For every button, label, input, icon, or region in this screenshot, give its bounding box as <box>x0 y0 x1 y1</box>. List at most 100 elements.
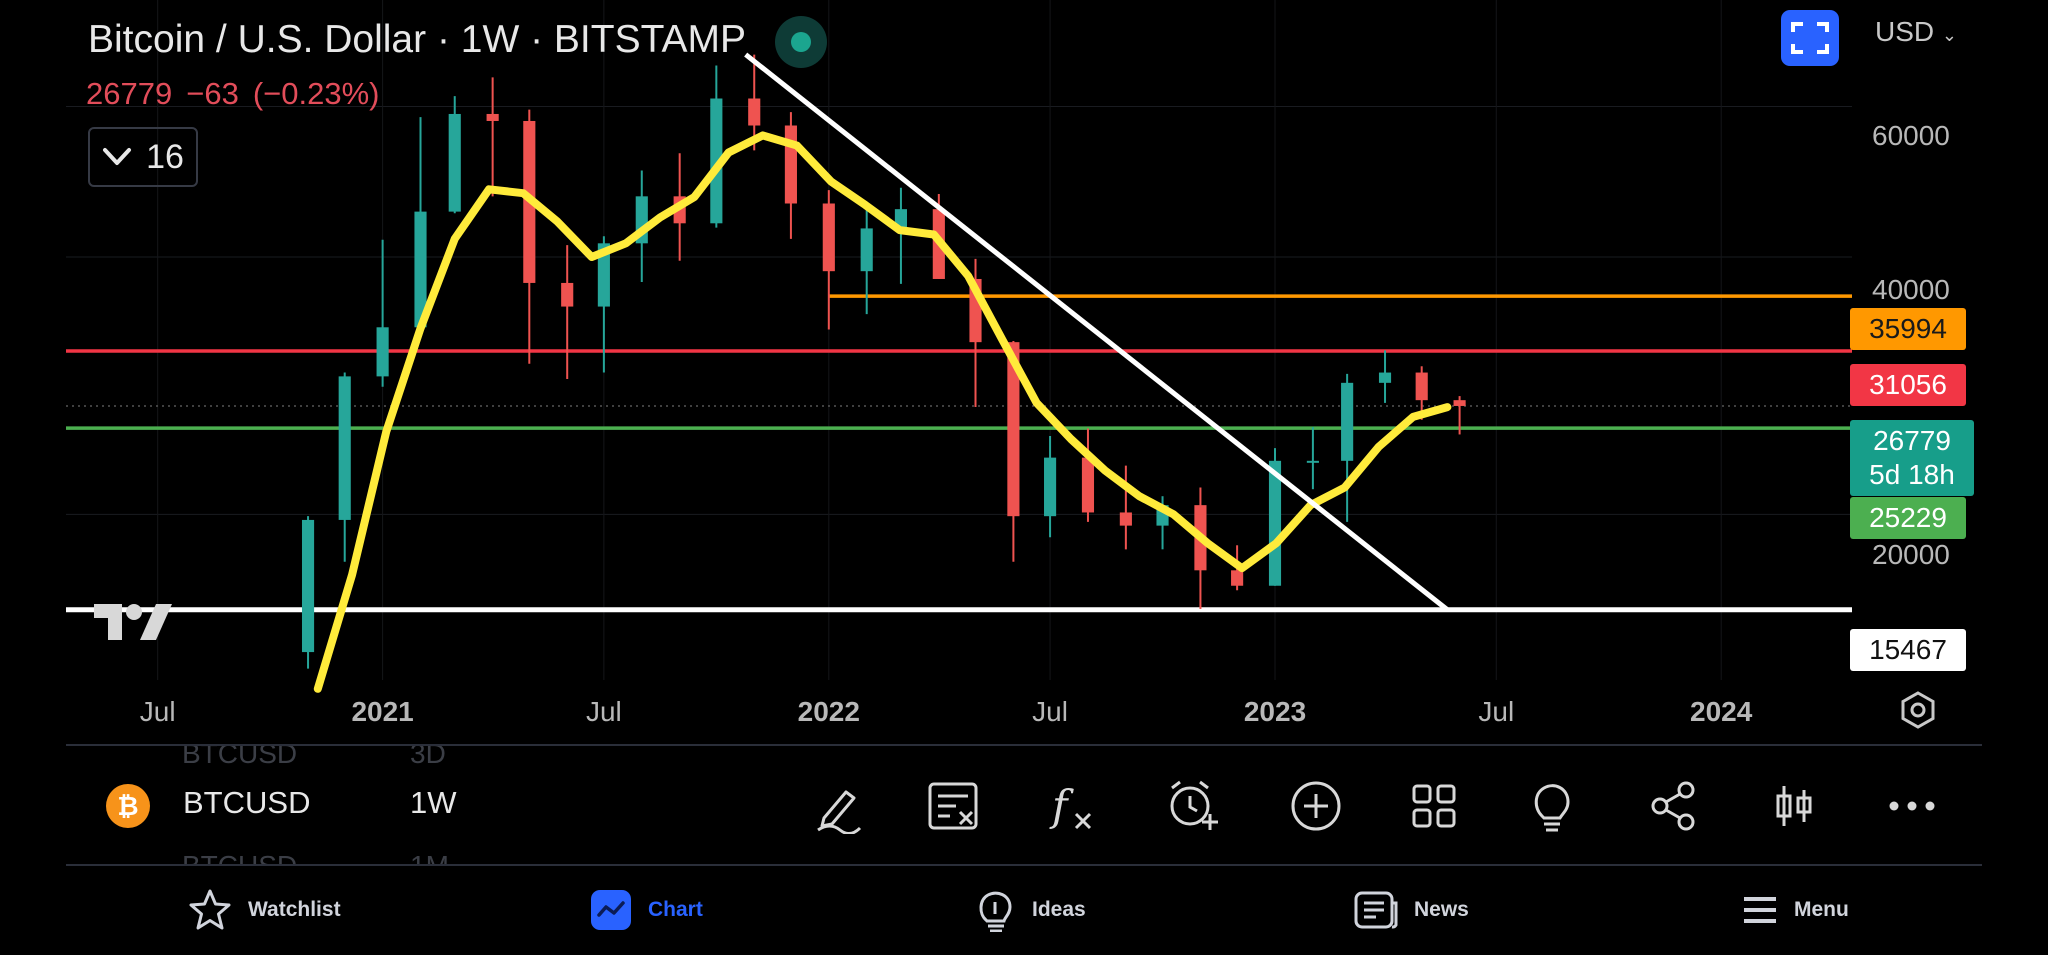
divider <box>66 864 1982 866</box>
time-axis-label: 2023 <box>1243 696 1307 727</box>
symbol-toolbar: BTCUSD 3D BTCUSD 1M <box>66 746 1982 864</box>
alert-icon[interactable] <box>1166 778 1222 834</box>
time-axis-label: 2021 <box>351 696 414 727</box>
nav-news[interactable]: News <box>1354 885 1469 935</box>
level-tag-31056: 31056 <box>1850 364 1966 406</box>
moving-average-line <box>313 131 1452 693</box>
price-change: −63 <box>186 76 239 111</box>
price-summary: 26779 −63 (−0.23%) <box>86 76 393 112</box>
nav-menu[interactable]: Menu <box>1742 885 1849 935</box>
chart-overlays <box>313 52 1452 693</box>
time-axis-label: Jul <box>139 696 176 727</box>
currency-label: USD <box>1875 16 1935 47</box>
candle-body <box>561 282 574 307</box>
level-tag-15467: 15467 <box>1850 629 1966 671</box>
candle-body <box>1341 382 1354 461</box>
time-axis-label: Jul <box>1032 696 1068 727</box>
level-tag-35994: 35994 <box>1850 308 1966 350</box>
prev-interval-ghost: 3D <box>410 746 446 769</box>
nav-chart[interactable]: Chart <box>590 885 703 935</box>
candle-body <box>710 98 723 224</box>
news-icon <box>1354 891 1398 929</box>
candle-body <box>1231 570 1244 586</box>
current-price-tag: 26779 5d 18h <box>1850 420 1974 496</box>
candle-body <box>1415 372 1428 401</box>
candle-body <box>486 113 499 121</box>
indicators-icon[interactable]: f <box>1046 778 1102 834</box>
chart-settings-icon[interactable] <box>1898 690 1938 735</box>
nav-watchlist[interactable]: Watchlist <box>188 885 341 935</box>
candle-body <box>1081 457 1095 513</box>
price-change-pct: (−0.23%) <box>252 76 380 111</box>
interval-selector[interactable]: 1W <box>410 785 457 820</box>
layouts-icon[interactable] <box>1406 778 1462 834</box>
currency-selector[interactable]: USD ⌄ <box>1875 16 1957 48</box>
chevron-down-icon: ⌄ <box>1941 25 1957 45</box>
candle-body <box>1378 372 1392 383</box>
nav-label: Watchlist <box>248 898 341 921</box>
trendline <box>744 52 1449 612</box>
tradingview-logo <box>94 602 172 647</box>
next-symbol-ghost: BTCUSD <box>182 850 297 864</box>
bar-countdown: 5d 18h <box>1869 459 1955 490</box>
price-tick: 20000 <box>1872 539 1950 570</box>
nav-label: Menu <box>1794 898 1849 921</box>
bitcoin-icon: ₿ <box>106 784 150 828</box>
nav-label: Chart <box>648 898 703 921</box>
star-icon <box>189 889 231 930</box>
price-tick: 40000 <box>1872 274 1950 305</box>
candle-body <box>1119 512 1132 526</box>
indicators-count: 16 <box>146 137 184 176</box>
nav-label: Ideas <box>1032 898 1086 921</box>
chart-icon <box>591 890 631 930</box>
level-tag-25229: 25229 <box>1850 497 1966 539</box>
candle-body <box>376 327 389 377</box>
divider <box>66 744 1982 746</box>
candles <box>301 54 1466 669</box>
candle-body <box>448 113 461 212</box>
candle-body <box>338 376 351 520</box>
ideas-bulb-icon[interactable] <box>1524 778 1580 834</box>
candle-body <box>1044 457 1057 517</box>
ideas-icon <box>979 891 1012 932</box>
candle-body <box>748 98 761 126</box>
nav-label: News <box>1414 898 1469 921</box>
time-axis-label: 2022 <box>797 696 860 727</box>
last-price: 26779 <box>86 76 173 111</box>
candle-body <box>784 125 797 204</box>
chart-title[interactable]: Bitcoin / U.S. Dollar · 1W · BITSTAMP <box>88 18 747 61</box>
horizontal-levels <box>66 294 1852 613</box>
time-axis-label: Jul <box>585 696 622 727</box>
draw-icon[interactable] <box>810 778 866 835</box>
prev-symbol-ghost: BTCUSD <box>182 746 298 769</box>
candle-body <box>414 211 427 328</box>
price-chart[interactable] <box>0 0 2048 760</box>
candle-body <box>894 209 907 229</box>
chart-type-icon[interactable] <box>1766 778 1822 834</box>
svg-text:f: f <box>1049 781 1074 830</box>
chevron-down-icon <box>103 148 132 165</box>
menu-icon <box>1744 897 1776 923</box>
remove-drawings-icon[interactable] <box>926 778 982 834</box>
candle-body <box>1268 460 1282 586</box>
fullscreen-icon <box>1791 22 1829 54</box>
time-axis-label: 2024 <box>1690 696 1753 727</box>
candle-body <box>1453 400 1466 406</box>
share-icon[interactable] <box>1646 778 1702 834</box>
market-open-indicator <box>775 16 827 68</box>
more-icon[interactable] <box>1884 778 1940 834</box>
current-price: 26779 <box>1873 425 1951 456</box>
fullscreen-button[interactable] <box>1781 10 1839 66</box>
symbol-selector[interactable]: BTCUSD <box>183 785 311 820</box>
candle-body <box>1306 460 1319 463</box>
next-interval-ghost: 1M <box>410 850 449 864</box>
candle-body <box>860 228 873 272</box>
indicators-toggle[interactable]: 16 <box>88 127 198 187</box>
nav-ideas[interactable]: Ideas <box>974 885 1086 935</box>
candle-body <box>822 203 835 272</box>
add-icon[interactable] <box>1288 778 1344 834</box>
price-tick: 60000 <box>1872 120 1950 151</box>
time-axis-label: Jul <box>1478 696 1515 727</box>
candle-body <box>597 243 610 307</box>
candle-body <box>1007 342 1020 517</box>
